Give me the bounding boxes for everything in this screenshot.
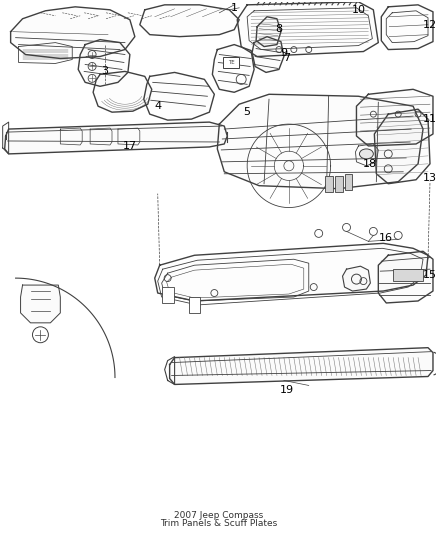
Text: 5: 5 — [244, 107, 251, 117]
Polygon shape — [11, 7, 135, 59]
Text: TE: TE — [228, 60, 235, 65]
Polygon shape — [343, 266, 371, 291]
Polygon shape — [144, 72, 214, 120]
Polygon shape — [212, 45, 254, 92]
Text: 16: 16 — [379, 233, 393, 244]
Text: 4: 4 — [154, 101, 161, 111]
Bar — [335, 176, 343, 192]
Text: 12: 12 — [423, 20, 437, 30]
Polygon shape — [237, 2, 378, 56]
Text: 8: 8 — [276, 23, 283, 34]
Text: 7: 7 — [283, 53, 290, 63]
Polygon shape — [374, 109, 430, 184]
Bar — [188, 297, 201, 313]
Polygon shape — [378, 251, 433, 303]
Polygon shape — [217, 94, 423, 189]
Polygon shape — [155, 244, 428, 301]
Text: 3: 3 — [102, 67, 109, 76]
Text: 9: 9 — [280, 47, 287, 58]
Polygon shape — [381, 5, 433, 50]
Text: Trim Panels & Scuff Plates: Trim Panels & Scuff Plates — [160, 519, 277, 528]
Text: 15: 15 — [423, 270, 437, 280]
Text: 11: 11 — [423, 114, 437, 124]
Polygon shape — [357, 90, 433, 146]
Text: 18: 18 — [363, 159, 378, 169]
Polygon shape — [256, 17, 281, 46]
Polygon shape — [78, 39, 130, 86]
Text: 10: 10 — [351, 5, 365, 15]
Text: 13: 13 — [423, 173, 437, 183]
Polygon shape — [170, 348, 433, 384]
Polygon shape — [252, 37, 284, 72]
Text: 2007 Jeep Compass: 2007 Jeep Compass — [174, 511, 263, 520]
Bar — [162, 287, 173, 303]
Bar — [325, 176, 332, 192]
Bar — [223, 56, 239, 68]
Text: 19: 19 — [280, 385, 294, 395]
Text: 1: 1 — [231, 3, 238, 13]
Polygon shape — [21, 285, 60, 323]
Polygon shape — [5, 122, 227, 154]
Bar — [345, 174, 353, 190]
Polygon shape — [140, 5, 239, 37]
Ellipse shape — [360, 149, 373, 159]
Polygon shape — [93, 71, 152, 112]
Text: 17: 17 — [123, 141, 137, 151]
Bar — [393, 269, 423, 281]
